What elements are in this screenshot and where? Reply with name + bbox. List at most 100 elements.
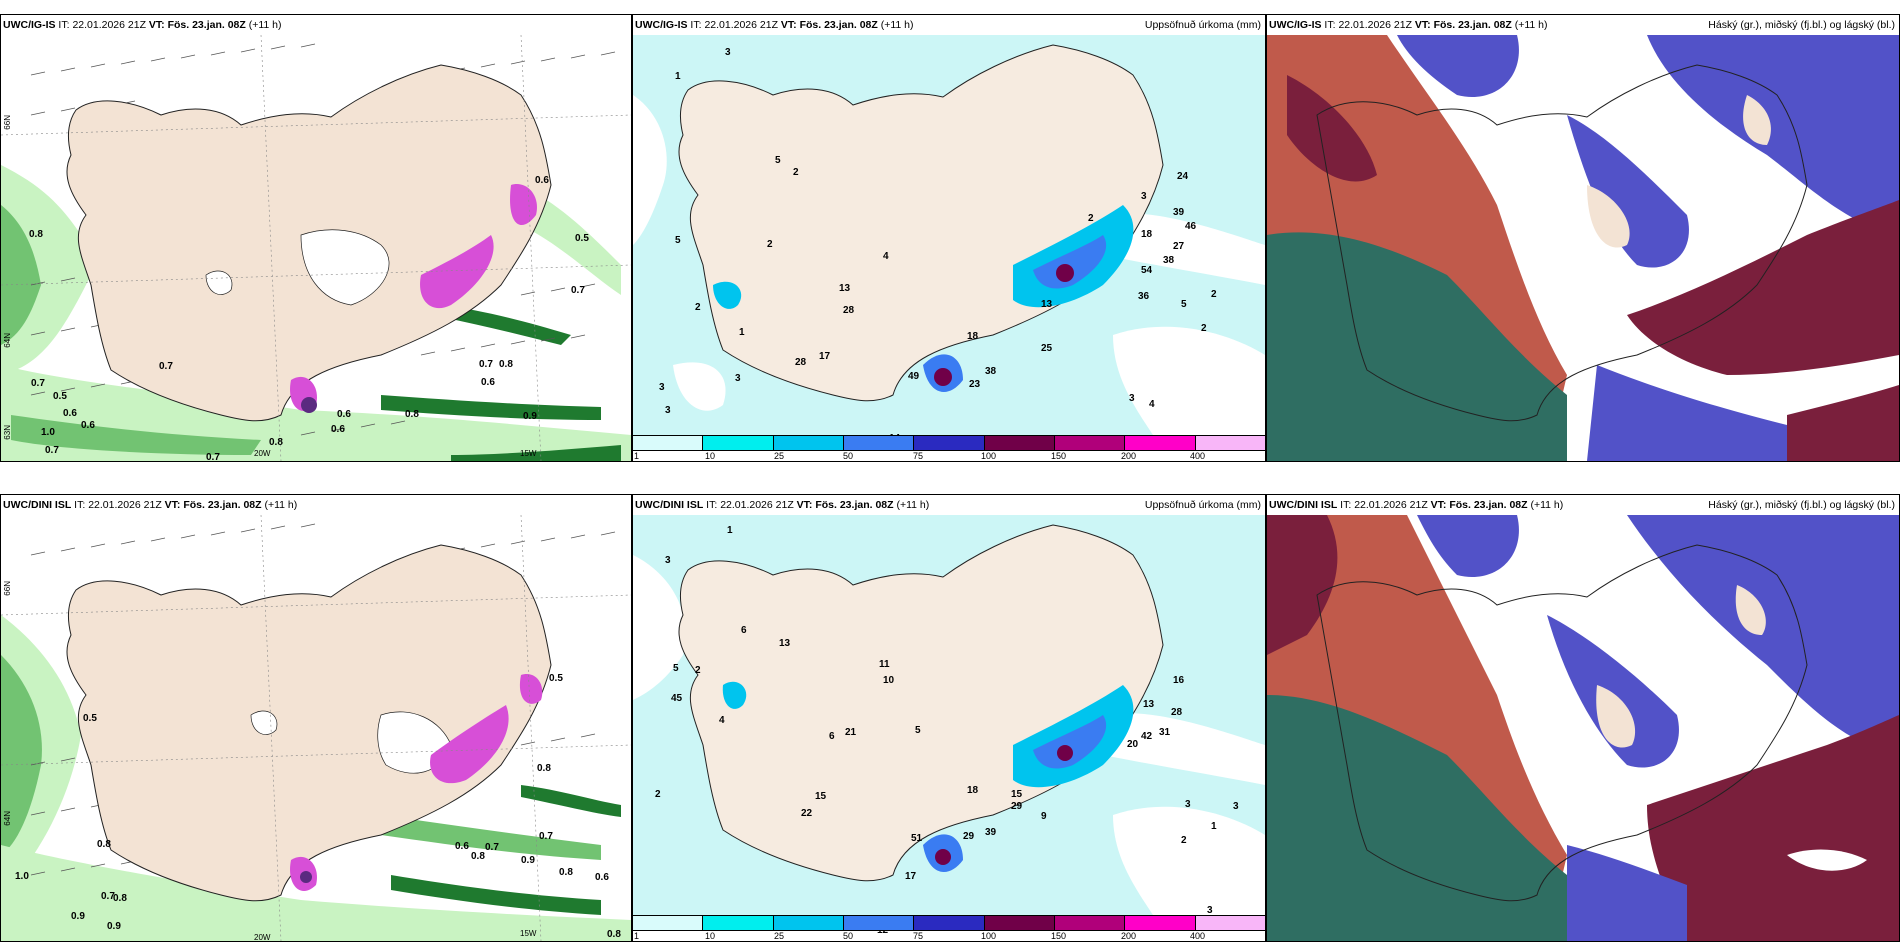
it-label: IT: — [706, 499, 718, 511]
precip-value: 13 — [1041, 299, 1053, 310]
it-label: IT: — [74, 499, 86, 511]
precip-value: 29 — [1011, 801, 1023, 812]
precip-value: 3 — [1185, 799, 1191, 810]
lat-label-63n: 63N — [3, 425, 12, 440]
precip-value: 22 — [801, 808, 813, 819]
model-name: UWC/IG-IS — [1269, 19, 1322, 31]
precip-value: 6 — [741, 625, 747, 636]
vt-label: VT: — [780, 19, 797, 31]
wind-value: 0.6 — [63, 408, 77, 419]
model-name: UWC/IG-IS — [635, 19, 688, 31]
colorbar-label: 150 — [1051, 931, 1067, 941]
lead-time: (+11 h) — [264, 499, 298, 511]
wind-value: 0.7 — [101, 891, 115, 902]
precip-value: 3 — [1233, 801, 1239, 812]
precip-value: 54 — [1141, 265, 1153, 276]
wind-value: 0.5 — [575, 233, 589, 244]
precip-value: 2 — [793, 167, 799, 178]
precip-value: 28 — [1171, 707, 1183, 718]
precip-value: 2 — [695, 302, 701, 313]
precip-value: 49 — [908, 371, 920, 382]
cloud-panel-top: UWC/IG-IS IT: 22.01.2026 21Z VT: Fös. 23… — [1266, 14, 1900, 462]
precip-value: 2 — [695, 665, 701, 676]
lat-label-66n: 66N — [3, 581, 12, 596]
precip-value: 28 — [795, 357, 807, 368]
precip-value: 27 — [1173, 241, 1185, 252]
precip-value: 3 — [1141, 191, 1147, 202]
precip-value: 5 — [673, 663, 679, 674]
precip-title: Uppsöfnuð úrkoma (mm) — [1144, 19, 1261, 31]
wind-value: 1.0 — [41, 427, 55, 438]
colorbar-label: 50 — [843, 451, 854, 461]
precip-value: 18 — [1141, 229, 1153, 240]
precip-value: 3 — [665, 555, 671, 566]
precip-value: 4 — [719, 715, 725, 726]
wind-value: 0.5 — [549, 673, 563, 684]
precip-title: Uppsöfnuð úrkoma (mm) — [1144, 499, 1261, 511]
precip-value: 6 — [829, 731, 835, 742]
lon-label-20w: 20W — [254, 933, 271, 942]
precip-value: 45 — [671, 693, 683, 704]
colorbar-swatch — [1124, 916, 1195, 930]
wind-value: 0.7 — [571, 285, 585, 296]
precip-value: 20 — [1127, 739, 1139, 750]
colorbar-swatch — [772, 436, 843, 450]
model-name: UWC/DINI ISL — [1269, 499, 1338, 511]
wind-value: 0.9 — [523, 411, 537, 422]
model-name: UWC/DINI ISL — [3, 499, 72, 511]
precip-value: 15 — [815, 791, 827, 802]
colorbar-swatch — [913, 916, 984, 930]
wind-value: 0.8 — [607, 929, 621, 940]
lat-label-66n: 66N — [3, 115, 12, 130]
precip-value: 9 — [1041, 811, 1047, 822]
vt-value: Fös. 23.jan. 08Z — [1449, 499, 1528, 511]
precip-value: 13 — [1143, 699, 1155, 710]
precip-value: 2 — [1211, 289, 1217, 300]
model-name: UWC/IG-IS — [3, 19, 56, 31]
vt-value: Fös. 23.jan. 08Z — [815, 499, 894, 511]
vt-value: Fös. 23.jan. 08Z — [799, 19, 878, 31]
wind-value: 0.6 — [337, 409, 351, 420]
precip-value: 15 — [1011, 789, 1023, 800]
precip-value: 2 — [767, 239, 773, 250]
lead-time: (+11 h) — [1530, 499, 1564, 511]
precip-map — [633, 35, 1265, 435]
precip-value: 17 — [819, 351, 831, 362]
colorbar-label: 400 — [1190, 931, 1206, 941]
colorbar-label: 10 — [705, 451, 716, 461]
precip-value: 2 — [1201, 323, 1207, 334]
precip-value: 17 — [905, 871, 917, 882]
vt-label: VT: — [796, 499, 813, 511]
colorbar-swatches — [633, 435, 1265, 451]
precip-value: 2 — [655, 789, 661, 800]
precip-value: 28 — [843, 305, 855, 316]
precip-value: 18 — [967, 785, 979, 796]
wind-value: 0.9 — [107, 921, 121, 932]
colorbar-label: 25 — [774, 451, 785, 461]
wind-value: 0.9 — [71, 911, 85, 922]
panel-header: UWC/IG-IS IT: 22.01.2026 21Z VT: Fös. 23… — [1267, 15, 1899, 35]
precip-value: 1 — [675, 71, 681, 82]
wind-value: 0.6 — [595, 872, 609, 883]
precip-value: 1 — [739, 327, 745, 338]
precip-value: 38 — [1163, 255, 1175, 266]
precip-value: 3 — [735, 373, 741, 384]
wind-value: 0.9 — [521, 855, 535, 866]
colorbar-label: 75 — [913, 931, 924, 941]
colorbar-label: 1 — [634, 451, 640, 461]
colorbar-swatch — [633, 916, 703, 930]
vt-label: VT: — [1414, 19, 1431, 31]
colorbar-label: 75 — [913, 451, 924, 461]
it-value: 22.01.2026 21Z — [88, 499, 162, 511]
wind-value: 0.7 — [31, 378, 45, 389]
it-value: 22.01.2026 21Z — [704, 19, 778, 31]
colorbar-swatch — [1194, 436, 1265, 450]
vt-label: VT: — [164, 499, 181, 511]
wind-value: 1.0 — [15, 871, 29, 882]
colorbar-label: 150 — [1051, 451, 1067, 461]
wind-value: 0.5 — [83, 713, 97, 724]
colorbar-swatch — [1124, 436, 1195, 450]
precip-value: 3 — [665, 405, 671, 416]
colorbar-label: 400 — [1190, 451, 1206, 461]
colorbar-swatch — [772, 916, 843, 930]
